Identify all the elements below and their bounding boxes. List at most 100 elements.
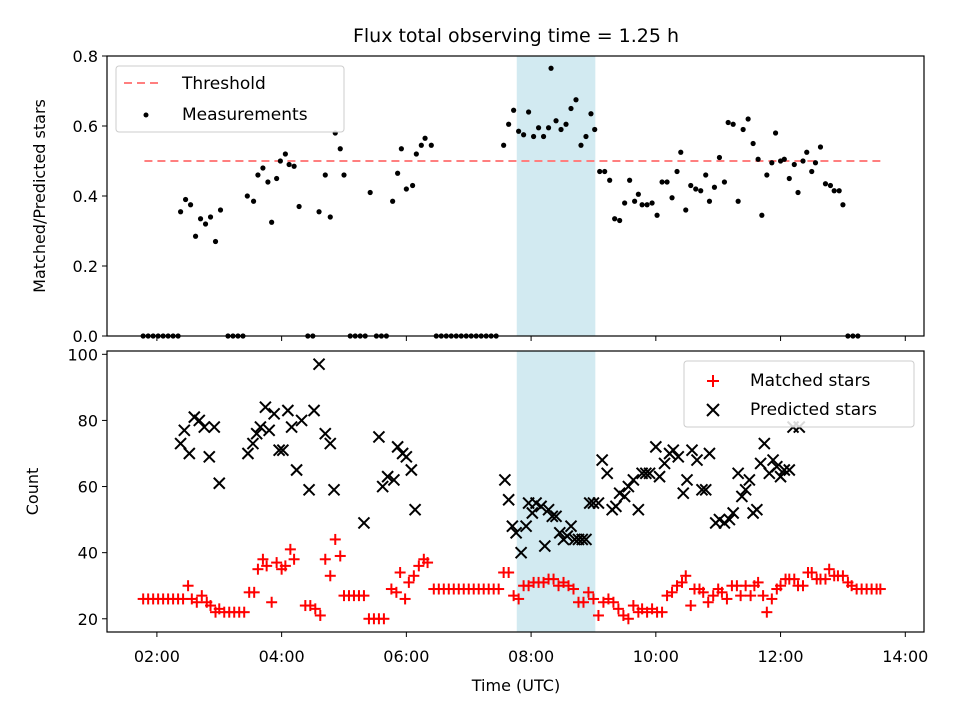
predicted-star-point — [739, 483, 752, 497]
matched-star-point — [582, 586, 594, 598]
predicted-star-point — [609, 500, 623, 513]
measurement-point — [202, 221, 209, 227]
predicted-star-point — [622, 480, 635, 493]
predicted-star-point — [561, 529, 574, 543]
measurement-point — [322, 172, 328, 178]
matched-star-point — [493, 583, 505, 595]
predicted-star-point — [549, 510, 563, 523]
predicted-star-point — [526, 506, 539, 520]
bottom-xtick-label: 08:00 — [508, 647, 554, 666]
bottom-legend: Matched stars Predicted stars — [683, 360, 915, 428]
matched-star-point — [797, 580, 809, 592]
predicted-star-point — [754, 457, 767, 470]
measurement-point — [632, 198, 638, 204]
measurement-point — [786, 175, 792, 182]
measurement-point — [286, 161, 292, 168]
measurement-point — [639, 202, 645, 208]
matched-star-point — [279, 560, 291, 572]
predicted-star-point — [658, 457, 671, 470]
measurement-point — [535, 125, 542, 131]
measurement-point — [769, 160, 775, 166]
bottom-xtick-label: 06:00 — [383, 647, 429, 666]
measurement-point — [545, 125, 552, 131]
predicted-star-point — [183, 447, 196, 460]
predicted-star-point — [372, 430, 386, 444]
predicted-star-point — [579, 533, 593, 546]
predicted-star-point — [285, 420, 298, 434]
predicted-star-point — [272, 443, 286, 457]
measurement-point — [698, 188, 704, 194]
measurement-point — [177, 209, 184, 215]
matched-star-point — [702, 596, 714, 608]
matched-star-point — [309, 603, 321, 615]
top-ytick-label: 0.6 — [73, 117, 98, 136]
predicted-star-point — [262, 424, 276, 437]
measurement-point — [588, 111, 594, 117]
measurement-point — [730, 121, 736, 127]
predicted-star-point — [290, 463, 303, 477]
measurement-point — [506, 121, 512, 127]
predicted-star-point — [627, 473, 640, 487]
predicted-star-point — [259, 400, 272, 414]
legend-predicted-swatch — [706, 403, 720, 417]
predicted-star-point — [723, 513, 736, 526]
predicted-star-point — [643, 467, 656, 480]
measurement-point — [403, 186, 409, 192]
predicted-star-point — [534, 500, 548, 513]
measurement-point — [274, 175, 280, 182]
matched-star-point — [513, 593, 525, 605]
bottom-xtick-label: 12:00 — [758, 647, 804, 666]
measurement-point — [409, 182, 416, 189]
matched-star-point — [823, 563, 835, 575]
predicted-star-point — [319, 427, 332, 440]
measurement-point — [840, 202, 846, 208]
predicted-star-point — [307, 404, 321, 417]
measurement-point — [192, 233, 199, 239]
bottom-ytick-label: 40 — [78, 544, 98, 563]
measurement-point — [693, 186, 699, 192]
measurement-point — [316, 209, 322, 215]
predicted-star-point — [246, 437, 260, 450]
predicted-star-point — [766, 453, 780, 467]
measurement-point — [558, 126, 564, 133]
predicted-star-point — [519, 520, 533, 533]
legend-predicted-label: Predicted stars — [750, 400, 877, 420]
measurement-point — [296, 203, 302, 210]
matched-star-point — [622, 613, 634, 625]
predicted-star-point — [546, 510, 559, 523]
measurement-point — [607, 177, 613, 183]
predicted-star-point — [699, 483, 712, 497]
matched-star-point — [716, 586, 728, 598]
matched-star-point — [314, 609, 326, 621]
matched-star-point — [252, 563, 264, 575]
matched-star-point — [399, 593, 411, 605]
predicted-star-point — [743, 473, 756, 487]
matched-star-point — [324, 570, 336, 582]
measurement-point — [654, 212, 660, 218]
matched-star-point — [394, 566, 406, 578]
measurement-point — [602, 168, 608, 175]
predicted-star-point — [357, 516, 371, 530]
measurement-point — [573, 97, 579, 103]
measurement-point — [250, 198, 257, 204]
measurement-point — [706, 198, 713, 204]
predicted-star-point — [267, 407, 281, 421]
predicted-star-point — [778, 463, 791, 477]
predicted-star-point — [653, 470, 666, 483]
matched-star-point — [334, 550, 346, 562]
measurement-point — [217, 207, 224, 213]
matched-star-point — [612, 603, 624, 615]
measurement-point — [269, 219, 275, 225]
predicted-star-point — [178, 424, 191, 437]
predicted-star-point — [685, 443, 699, 457]
legend-threshold-label: Threshold — [181, 74, 266, 94]
bottom-ytick-label: 100 — [67, 345, 98, 364]
matched-star-point — [837, 570, 849, 582]
matched-star-point — [196, 590, 208, 602]
measurement-point — [540, 133, 547, 140]
predicted-star-point — [770, 460, 784, 473]
predicted-star-point — [208, 420, 221, 434]
predicted-star-point — [553, 526, 566, 540]
matched-star-point — [288, 553, 300, 565]
matched-star-point — [587, 593, 599, 605]
